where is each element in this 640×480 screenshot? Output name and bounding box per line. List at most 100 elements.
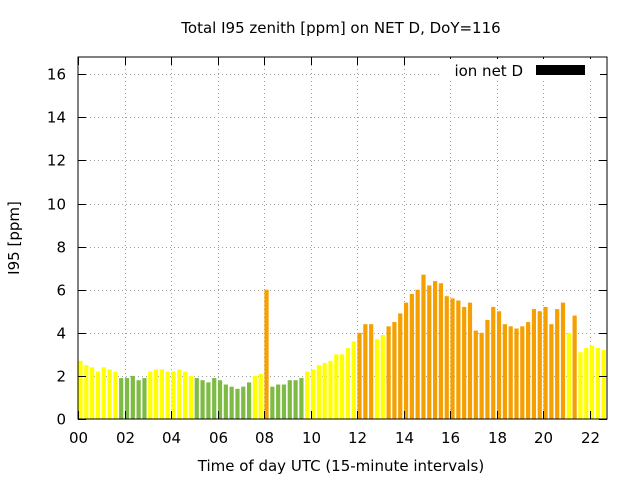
bar [107,369,112,419]
bar [281,384,287,419]
y-tick-label: 16 [47,66,66,84]
bar [148,371,153,419]
bar [136,380,141,419]
bar [560,302,566,419]
bar [450,298,455,419]
bar [380,334,385,419]
bar [159,369,164,419]
bar [363,324,368,419]
bar [467,302,473,419]
bar [520,326,525,419]
bar [177,369,182,419]
y-tick-label: 14 [47,109,66,127]
bar [305,371,310,419]
bar [270,386,275,419]
bar [188,375,194,419]
bar [345,347,351,419]
x-tick-label: 02 [116,429,135,447]
bar [252,375,258,419]
bar [491,306,496,419]
x-tick-label: 12 [348,429,367,447]
bar [78,360,83,419]
bar [555,309,560,419]
bar [427,285,432,419]
bar [438,283,444,419]
bar [526,322,531,419]
bar [328,360,333,419]
bar [153,369,159,419]
bar [398,313,403,419]
bar [287,380,292,419]
bar [142,378,147,419]
bar [229,386,234,419]
x-tick-label: 14 [395,429,414,447]
y-tick-label: 12 [47,152,66,170]
x-tick-label: 10 [302,429,321,447]
bar [299,378,304,419]
bar [357,332,362,419]
bar [409,294,414,419]
bar [549,324,554,419]
bar [101,367,106,419]
bar [339,354,345,419]
bar [479,332,484,419]
x-tick-label: 22 [581,429,600,447]
bar [572,315,577,419]
bar [113,371,118,419]
y-tick-label: 2 [56,368,66,386]
x-tick-label: 06 [209,429,228,447]
bar [485,319,490,419]
bar [264,289,269,419]
bar [421,274,426,419]
bar [374,339,380,419]
bar [316,365,321,419]
bar [258,373,263,419]
bar [595,347,600,419]
bar [473,330,478,419]
bar [514,328,519,419]
bar [119,378,124,419]
bar [246,382,252,419]
legend-background [440,59,600,81]
y-tick-label: 10 [47,196,66,214]
x-tick-label: 00 [69,429,88,447]
y-axis-label: I95 [ppm] [5,201,23,275]
bar [241,386,246,419]
bar [537,311,542,419]
x-axis-label: Time of day UTC (15-minute intervals) [197,457,484,475]
bar [578,352,583,419]
bar [392,322,397,419]
bars [78,274,606,419]
bar [403,302,409,419]
legend-label: ion net D [454,62,523,80]
bar [171,371,176,419]
bar [601,350,606,419]
bar [496,311,502,419]
chart-title: Total I95 zenith [ppm] on NET D, DoY=116 [180,19,500,37]
bar [217,380,223,419]
bar [235,388,240,419]
bar [566,332,571,419]
legend: ion net D [440,59,600,81]
bar [433,281,438,419]
grid [78,57,607,419]
y-tick-label: 0 [56,411,66,429]
bar [386,326,391,419]
y-tick-label: 6 [56,282,66,300]
y-tick-label: 8 [56,239,66,257]
bar [415,289,420,419]
bar [334,354,339,419]
bar [322,362,327,419]
bar [508,326,513,419]
bar [223,384,228,419]
bar [456,300,461,419]
bar [130,375,135,419]
bar [589,345,595,419]
bar [200,380,205,419]
bar [444,296,449,419]
bar [310,369,316,419]
bar [90,367,95,419]
legend-swatch [536,65,585,75]
bar [206,382,211,419]
